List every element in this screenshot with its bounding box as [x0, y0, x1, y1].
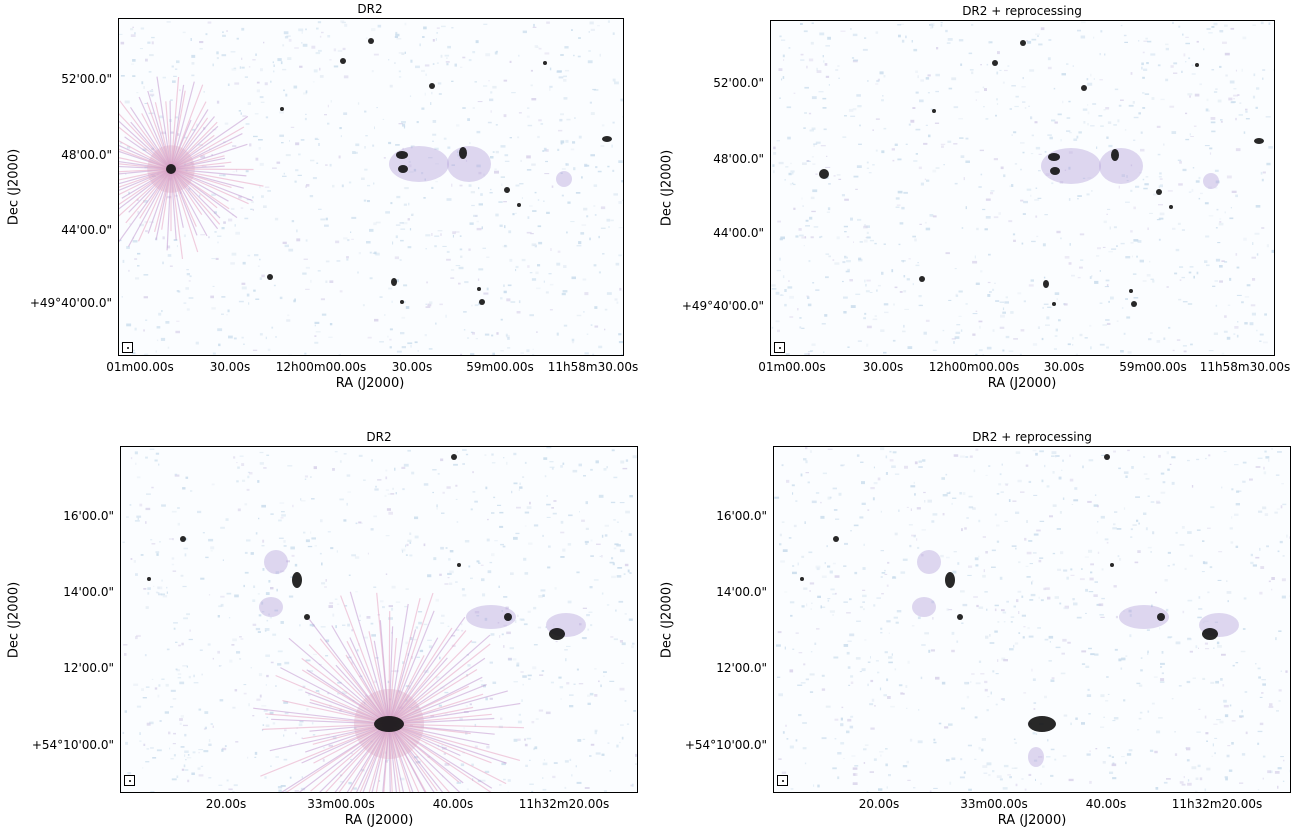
x-tick-label: 30.00s [862, 360, 904, 374]
y-tick-label: 12'00.0" [63, 661, 114, 675]
y-axis-title: Dec (J2000) [6, 581, 22, 659]
panel-title: DR2 + reprocessing [962, 4, 1082, 18]
beam-marker [124, 775, 135, 786]
panel-title: DR2 + reprocessing [972, 430, 1092, 444]
y-tick-label: 16'00.0" [716, 509, 767, 523]
y-axis-title: Dec (J2000) [659, 581, 675, 659]
y-tick-label: +49°40'00.0" [681, 299, 764, 313]
x-axis-title: RA (J2000) [997, 813, 1067, 828]
y-tick-label: 14'00.0" [716, 585, 767, 599]
beam-marker [122, 342, 133, 353]
x-tick-label: 33m00.00s [307, 797, 375, 811]
y-tick-label: 12'00.0" [716, 661, 767, 675]
y-axis-title: Dec (J2000) [6, 148, 22, 226]
y-tick-label: +54°10'00.0" [684, 738, 767, 752]
x-tick-label: 11h58m30.00s [1199, 360, 1291, 374]
x-tick-label: 33m00.00s [960, 797, 1028, 811]
x-tick-label: 59m00.00s [1119, 360, 1187, 374]
y-tick-label: 48'00.0" [713, 152, 764, 166]
x-tick-label: 01m00.00s [758, 360, 826, 374]
beam-marker [774, 342, 785, 353]
y-tick-label: 52'00.0" [713, 76, 764, 90]
x-axis-title: RA (J2000) [344, 813, 414, 828]
x-tick-label: 30.00s [209, 360, 251, 374]
x-tick-label: 12h00m00.00s [928, 360, 1020, 374]
x-tick-label: 40.00s [1085, 797, 1127, 811]
panel-title: DR2 [357, 2, 383, 16]
x-tick-label: 11h58m30.00s [547, 360, 639, 374]
y-tick-label: 14'00.0" [63, 585, 114, 599]
x-tick-label: 11h32m20.00s [518, 797, 610, 811]
y-tick-label: 52'00.0" [61, 72, 112, 86]
y-tick-label: +49°40'00.0" [29, 296, 112, 310]
x-tick-label: 30.00s [391, 360, 433, 374]
x-axis-title: RA (J2000) [335, 376, 405, 391]
panel-title: DR2 [366, 430, 392, 444]
y-tick-label: 48'00.0" [61, 148, 112, 162]
y-tick-label: 44'00.0" [713, 226, 764, 240]
x-tick-label: 20.00s [858, 797, 900, 811]
radio-image [120, 446, 638, 793]
y-tick-label: 16'00.0" [63, 509, 114, 523]
x-tick-label: 20.00s [205, 797, 247, 811]
y-tick-label: 44'00.0" [61, 223, 112, 237]
x-tick-label: 01m00.00s [106, 360, 174, 374]
x-tick-label: 30.00s [1043, 360, 1085, 374]
x-tick-label: 12h00m00.00s [275, 360, 367, 374]
radio-image [770, 20, 1275, 356]
radio-image [118, 18, 624, 356]
beam-marker [777, 775, 788, 786]
x-axis-title: RA (J2000) [987, 376, 1057, 391]
y-axis-title: Dec (J2000) [659, 149, 675, 227]
y-tick-label: +54°10'00.0" [31, 738, 114, 752]
x-tick-label: 40.00s [432, 797, 474, 811]
radio-image [773, 446, 1291, 793]
x-tick-label: 11h32m20.00s [1171, 797, 1263, 811]
x-tick-label: 59m00.00s [466, 360, 534, 374]
